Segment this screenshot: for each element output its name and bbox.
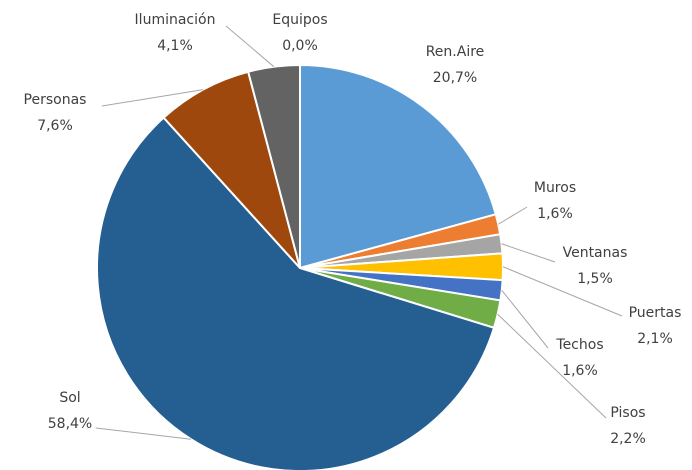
slice-label: Muros [534,180,576,196]
slice-label: Personas [24,92,87,108]
slice-value-label: 1,5% [577,271,613,287]
slice-label: Techos [555,337,603,353]
slice-value-label: 58,4% [48,416,92,432]
leader-line [95,427,192,440]
slice-label: Pisos [610,405,645,421]
slice-value-label: 1,6% [537,206,573,222]
slice-value-label: 7,6% [37,118,73,134]
leader-line [502,266,623,317]
slice-value-label: 1,6% [562,363,598,379]
slice-value-label: 2,2% [610,431,646,447]
slice-label: Equipos [272,12,327,28]
pie-slice [96,116,496,470]
slice-label: Ren.Aire [426,44,485,60]
leader-line [501,243,556,263]
slice-value-label: 20,7% [433,70,477,86]
leader-line [497,313,607,419]
leader-line [225,25,275,68]
leader-line [497,206,528,225]
leader-line [501,290,549,349]
slice-value-label: 2,1% [637,331,673,347]
leader-line [101,89,204,107]
pie-slice [299,63,498,270]
slice-label: Ventanas [563,245,628,261]
slice-label: Iluminación [135,12,216,28]
slice-label: Puertas [629,305,682,321]
slice-value-label: 4,1% [157,38,193,54]
slice-value-label: 0,0% [282,38,318,54]
pie-slice [162,70,301,269]
slice-label: Sol [59,390,80,406]
